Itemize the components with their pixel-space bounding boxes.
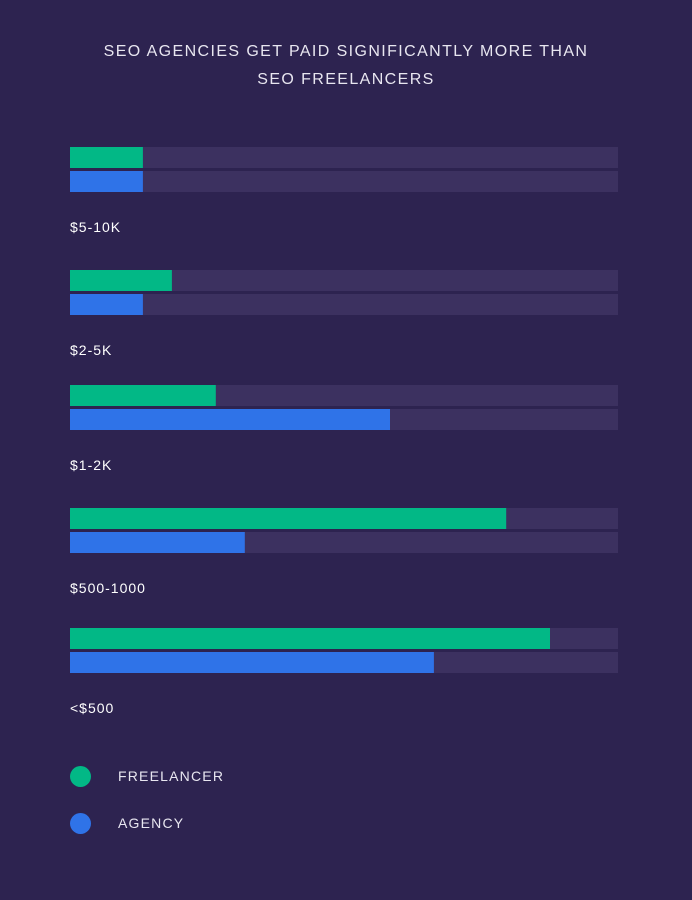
bar-group: $1-2K [70, 385, 618, 473]
bar-agency [70, 171, 143, 192]
legend-item-agency: AGENCY [70, 813, 330, 835]
bar-chart: $5-10K $2-5K $1-2K $500-1000 <$500 [70, 147, 618, 716]
bar-group: $5-10K [70, 147, 618, 235]
bar-freelancer [70, 508, 507, 529]
category-label: <$500 [70, 700, 114, 716]
category-label: $500-1000 [70, 580, 146, 596]
bar-track [70, 294, 618, 315]
bar-track [70, 147, 618, 168]
bar-group: $2-5K [70, 270, 618, 358]
bar-agency [70, 532, 245, 553]
bar-freelancer [70, 147, 143, 168]
legend-label-agency: AGENCY [118, 815, 185, 831]
legend-item-freelancer: FREELANCER [70, 766, 330, 788]
category-label: $2-5K [70, 342, 112, 358]
legend-label-freelancer: FREELANCER [118, 768, 225, 784]
bar-agency [70, 652, 434, 673]
bar-agency [70, 409, 390, 430]
bar-track [70, 270, 618, 291]
bar-group: $500-1000 [70, 508, 618, 596]
bar-freelancer [70, 270, 172, 291]
legend-swatch-freelancer [70, 766, 91, 787]
chart-title-line-1: SEO AGENCIES GET PAID SIGNIFICANTLY MORE… [103, 43, 589, 60]
chart-title-line-2: SEO FREELANCERS [257, 71, 435, 88]
category-label: $1-2K [70, 457, 112, 473]
bar-group: <$500 [70, 628, 618, 716]
chart-title: SEO AGENCIES GET PAID SIGNIFICANTLY MORE… [0, 38, 692, 94]
bar-freelancer [70, 385, 216, 406]
bar-freelancer [70, 628, 550, 649]
category-label: $5-10K [70, 219, 121, 235]
bar-agency [70, 294, 143, 315]
bar-track [70, 171, 618, 192]
legend-swatch-agency [70, 813, 91, 834]
